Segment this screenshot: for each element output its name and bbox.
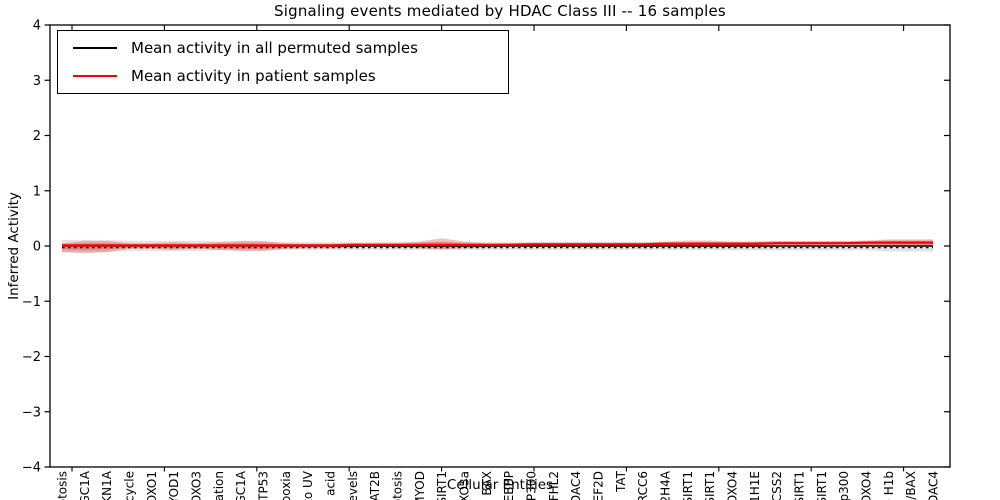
legend-line-patient-swatch [73, 75, 117, 77]
y-tick-label: −3 [22, 405, 41, 420]
legend-label-patient: Mean activity in patient samples [131, 67, 376, 85]
x-tick-label: SIRT1/FOXO4 [860, 471, 874, 500]
y-tick-label: 1 [33, 184, 41, 199]
legend-item-permuted: Mean activity in all permuted samples [73, 37, 508, 59]
y-tick-label: 4 [33, 19, 41, 34]
x-tick-label: mol:Lysophosphatidic acid [324, 471, 338, 500]
x-tick-label: PPARGC1A [78, 470, 92, 500]
x-tick-label: TP53 [257, 471, 271, 500]
y-tick-label: −2 [22, 350, 41, 365]
x-tick-label: apoptosis [56, 471, 70, 500]
legend-label-permuted: Mean activity in all permuted samples [131, 39, 418, 57]
x-tick-label: SIRT1/p300 [837, 471, 851, 500]
x-tick-label: HIST2H4A [659, 470, 673, 500]
x-tick-label: SIRT1/PCAF/MYOD [413, 471, 427, 500]
x-tick-label: HIST1H1E [748, 471, 762, 500]
x-tick-label: CDKN1A [100, 470, 114, 500]
x-tick-label: regulation of S phase of mitotic cell cy… [123, 471, 137, 500]
y-tick-label: −4 [22, 461, 41, 476]
x-tick-label: TAT [614, 470, 628, 493]
y-tick-label: −1 [22, 295, 41, 310]
chart-title: Signaling events mediated by HDAC Class … [274, 2, 726, 20]
x-tick-label: FOXO4 [726, 471, 740, 500]
x-tick-label: CREBBP [502, 471, 516, 500]
x-tick-label: FOXO1 [145, 471, 159, 500]
x-tick-label: EP300 [525, 471, 539, 500]
x-tick-label: response to hypoxia [279, 471, 293, 500]
x-tick-label: HDAC4 [569, 471, 583, 500]
x-tick-label: SIRT1/FOXO3a [458, 471, 472, 500]
x-tick-label: XRCC6 [636, 471, 650, 500]
x-tick-label: p53/SIRT1 [435, 471, 449, 500]
x-axis-label: Cellular Entities [446, 477, 554, 493]
x-tick-label: SIRT1/PGC1A [234, 470, 248, 500]
x-tick-label: FOXO1/FHL2/SIRT1 [681, 471, 695, 500]
legend-line-permuted-swatch [73, 47, 117, 49]
x-tick-label: response to UV [301, 470, 315, 500]
x-tick-label: MEF2D [592, 471, 606, 500]
x-tick-label: BAX [480, 471, 494, 496]
x-tick-label: FHL2 [547, 471, 561, 500]
x-tick-label: KAT2B [368, 471, 382, 500]
patient-mean-line [62, 241, 933, 247]
x-tick-label: SIRT1/Histone H1b [882, 471, 896, 500]
y-tick-label: 2 [33, 129, 41, 144]
x-tick-label: MYOD1 [167, 471, 181, 500]
y-tick-label: 3 [33, 74, 41, 89]
x-tick-label: FOXO3 [190, 471, 204, 500]
x-tick-label: KU70/SIRT1 [815, 471, 829, 500]
x-tick-label: induction of apoptosis [391, 471, 405, 500]
x-tick-label: ACSS2 [770, 471, 784, 500]
y-axis-label: Inferred Activity [6, 192, 22, 300]
x-tick-label: HIV-1 Tat/SIRT1 [793, 471, 807, 500]
x-tick-label: KU70/SIRT1/BAX [904, 471, 918, 500]
legend: Mean activity in all permuted samples Me… [57, 30, 509, 94]
x-tick-label: SIRT1/MEF2D/HDAC4 [927, 471, 941, 500]
x-tick-label: response to nutrient levels [346, 471, 360, 500]
y-tick-label: 0 [33, 240, 41, 255]
x-tick-label: muscle cell differentiation [212, 471, 226, 500]
legend-item-patient: Mean activity in patient samples [73, 65, 508, 87]
x-tick-label: SIRT1 [703, 471, 717, 500]
